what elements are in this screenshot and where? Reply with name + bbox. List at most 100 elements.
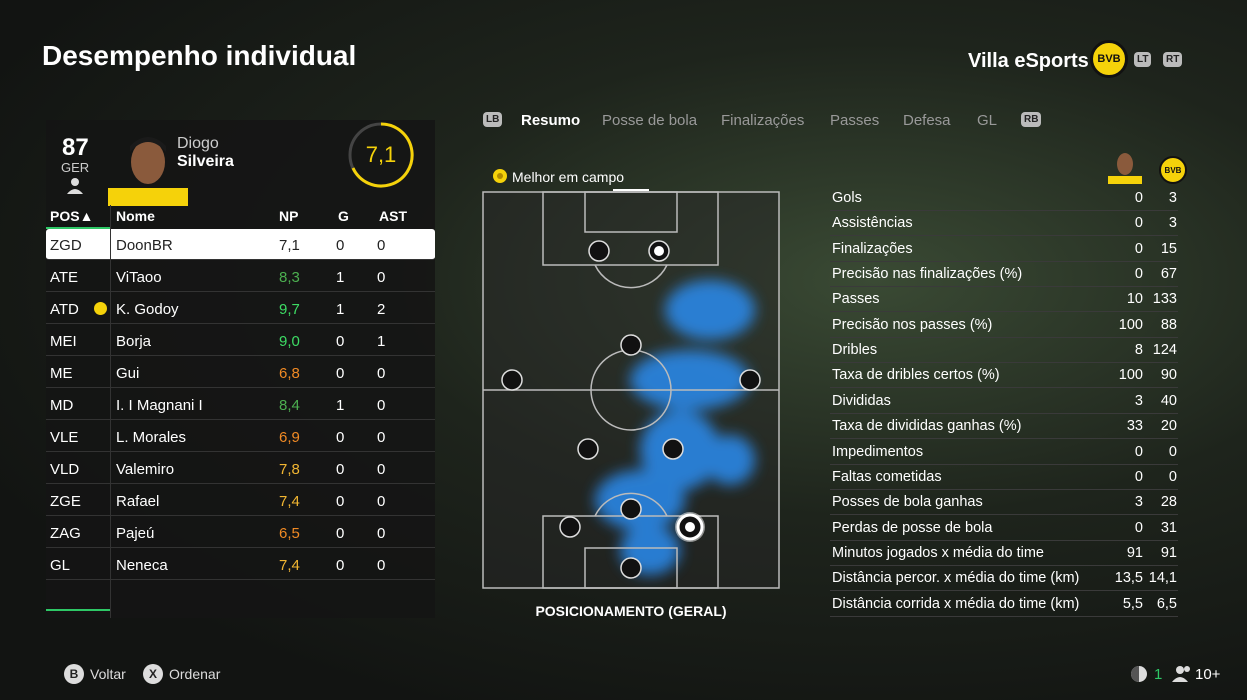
first-name: Diogo [177, 135, 219, 152]
player-value: 13,5 [1114, 570, 1143, 587]
player-row[interactable]: ZGE Rafael 7,4 0 0 [46, 485, 435, 516]
player-row[interactable]: MD I. I Magnani I 8,4 1 0 [46, 389, 435, 420]
player-row[interactable]: ME Gui 6,8 0 0 [46, 357, 435, 388]
stat-label: Gols [832, 190, 862, 206]
stat-label: Distância corrida x média do time (km) [832, 595, 1080, 612]
back-label[interactable]: Voltar [90, 666, 126, 682]
player-photo [108, 137, 188, 206]
rating: 9,0 [279, 333, 300, 350]
tab[interactable]: Defesa [903, 112, 951, 129]
team-value: 91 [1160, 544, 1177, 561]
player-value: 0 [1134, 215, 1143, 232]
player-row[interactable]: GL Neneca 7,4 0 0 [46, 549, 435, 580]
position: ZGD [50, 237, 82, 254]
assists: 0 [377, 429, 386, 446]
rt-button[interactable]: RT [1163, 52, 1183, 67]
player-value: 0 [1134, 266, 1143, 283]
rating: 9,7 [279, 301, 300, 318]
player-value: 0 [1134, 519, 1143, 536]
player-value: 10 [1126, 291, 1143, 308]
player-row[interactable]: ZGD DoonBR 7,1 0 0 [46, 229, 435, 260]
stat-label: Precisão nos passes (%) [832, 316, 993, 333]
player-value: 0 [1134, 240, 1143, 257]
rating: 6,5 [279, 525, 300, 542]
team-value: 88 [1160, 316, 1177, 333]
team-value: 133 [1152, 291, 1177, 308]
tab[interactable]: Posse de bola [602, 112, 698, 129]
team-column-icon: BVB [1159, 156, 1187, 184]
stat-row: Perdas de posse de bola 0 31 [830, 516, 1178, 541]
goals: 0 [336, 237, 345, 254]
lt-button[interactable]: LT [1134, 52, 1152, 67]
player-row[interactable]: ATE ViTaoo 8,3 1 0 [46, 261, 435, 292]
table-header [46, 205, 111, 229]
player-value: 0 [1134, 468, 1143, 485]
position: MD [50, 397, 74, 414]
column-header[interactable]: Nome [116, 208, 155, 224]
stat-row: Assistências 0 3 [830, 211, 1178, 237]
rb-button[interactable]: RB [1021, 112, 1042, 127]
team-value: 28 [1160, 494, 1177, 511]
team-value: 20 [1160, 418, 1177, 435]
overall: 87 [62, 134, 89, 161]
goals: 0 [336, 429, 345, 446]
stat-row: Precisão nos passes (%) 100 88 [830, 313, 1178, 338]
pitch-marker [613, 189, 649, 191]
tab[interactable]: Passes [830, 112, 880, 129]
player-name: Rafael [116, 493, 160, 510]
team-value: 90 [1160, 367, 1177, 384]
position: ME [50, 365, 73, 382]
team-value: 0 [1168, 468, 1177, 485]
x-button[interactable]: X [143, 664, 163, 684]
team-value: 14,1 [1148, 570, 1177, 587]
position: VLE [50, 429, 79, 446]
position: VLD [50, 461, 80, 478]
player-row[interactable]: ATD K. Godoy 9,7 1 2 [46, 293, 435, 324]
team-value: 3 [1168, 190, 1177, 206]
column-header[interactable]: POS▲ [50, 208, 94, 224]
player-column-icon [1108, 153, 1142, 184]
player-row[interactable]: MEI Borja 9,0 0 1 [46, 325, 435, 356]
stat-label: Faltas cometidas [832, 468, 942, 485]
player-row[interactable]: VLE L. Morales 6,9 0 0 [46, 421, 435, 452]
team-value: 40 [1160, 392, 1177, 409]
player-name: DoonBR [116, 237, 173, 254]
player-name: Valemiro [116, 461, 175, 478]
assists: 0 [377, 269, 386, 286]
stat-label: Minutos jogados x média do time [832, 544, 1044, 561]
team-value: 6,5 [1156, 595, 1177, 612]
stat-row: Impedimentos 0 0 [830, 440, 1178, 465]
best-icon [94, 302, 107, 315]
stat-row: Distância corrida x média do time (km) 5,… [830, 592, 1178, 617]
player-row[interactable]: ZAG Pajeú 6,5 0 0 [46, 517, 435, 548]
player-name: L. Morales [116, 429, 187, 446]
column-header[interactable]: G [338, 208, 349, 224]
player-value: 33 [1126, 418, 1143, 435]
b-button[interactable]: B [64, 664, 84, 684]
player-value: 5,5 [1122, 595, 1143, 612]
rating: 8,3 [279, 269, 300, 286]
tab[interactable]: GL [977, 112, 998, 129]
column-header[interactable]: AST [379, 208, 407, 224]
column-header[interactable]: NP [279, 208, 299, 224]
goals: 0 [336, 333, 345, 350]
player-value: 100 [1118, 316, 1143, 333]
stat-label: Passes [832, 291, 880, 308]
tab[interactable]: Finalizações [721, 112, 805, 129]
sort-label[interactable]: Ordenar [169, 666, 221, 682]
best-icon [493, 169, 507, 183]
player-value: 91 [1126, 544, 1143, 561]
stat-label: Perdas de posse de bola [832, 519, 993, 536]
team-name: Villa eSports [968, 50, 1089, 72]
position: ATD [50, 301, 79, 318]
goals: 1 [336, 301, 345, 318]
stat-label: Finalizações [832, 240, 913, 257]
player-name: Neneca [116, 557, 168, 574]
player-row[interactable]: VLD Valemiro 7,8 0 0 [46, 453, 435, 484]
rating: 7,4 [279, 557, 300, 574]
player-name: I. I Magnani I [116, 397, 203, 414]
tab[interactable]: Resumo [521, 112, 581, 129]
lb-button[interactable]: LB [483, 112, 503, 127]
player-value: 3 [1134, 494, 1143, 511]
player-value: 8 [1134, 342, 1143, 359]
